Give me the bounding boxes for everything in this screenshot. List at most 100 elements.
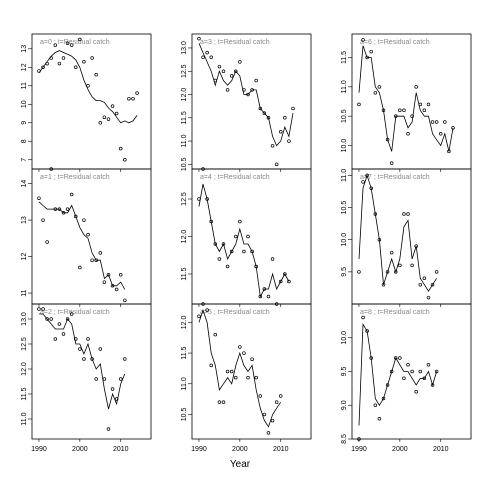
y-tick-label: 12.5 — [181, 64, 188, 78]
panel-title: a=8 ; t=Residual catch — [360, 309, 430, 316]
y-tick-label: 10.5 — [341, 201, 348, 215]
data-point — [102, 115, 107, 119]
data-point — [197, 314, 201, 319]
y-tick-label: 11.5 — [181, 111, 188, 124]
data-point — [398, 108, 402, 113]
y-tick-label: 11.5 — [181, 267, 188, 280]
y-tick-label: 10 — [21, 100, 28, 108]
data-point — [258, 294, 263, 299]
data-point — [82, 218, 86, 222]
data-point — [262, 412, 267, 417]
data-point — [365, 329, 369, 333]
data-point — [61, 211, 66, 215]
data-point — [246, 375, 250, 380]
data-point — [229, 369, 234, 374]
data-point — [266, 116, 271, 120]
data-point — [37, 307, 41, 311]
y-tick-label: 11.0 — [21, 412, 28, 425]
data-point — [278, 279, 283, 284]
data-point — [78, 37, 82, 42]
data-point — [410, 114, 414, 118]
y-tick-label: 12 — [21, 253, 28, 261]
panel-7: a=2 ; t=Residual catch 11.0 11.5 12.0 12.5 13… — [21, 303, 152, 453]
data-point — [209, 363, 213, 368]
data-point — [98, 347, 103, 351]
panel-frame — [351, 303, 472, 440]
data-point — [94, 377, 98, 381]
data-point — [385, 383, 390, 387]
data-point — [127, 96, 131, 101]
data-point — [402, 108, 406, 113]
fit-line — [198, 43, 294, 147]
data-point — [377, 417, 382, 421]
data-point — [438, 132, 443, 136]
data-point — [41, 307, 45, 311]
data-point — [61, 332, 66, 336]
data-point — [242, 88, 246, 92]
data-point — [434, 270, 439, 274]
data-point — [90, 56, 94, 60]
y-tick-label: 9.5 — [341, 267, 348, 277]
y-tick-label: 13.0 — [21, 312, 28, 326]
data-point — [57, 322, 62, 326]
data-point — [49, 167, 53, 171]
y-tick-label: 11.0 — [181, 134, 188, 147]
fit-line — [198, 183, 290, 298]
data-point — [53, 207, 58, 211]
data-point — [250, 249, 254, 254]
data-point — [106, 117, 111, 121]
data-point — [385, 137, 390, 142]
y-tick-label: 13.0 — [181, 41, 188, 55]
data-point — [49, 56, 53, 60]
data-point — [394, 270, 398, 274]
data-point — [274, 162, 279, 167]
data-point — [402, 212, 406, 216]
data-point — [406, 363, 410, 367]
y-tick-label: 9 — [21, 121, 28, 125]
data-point — [430, 383, 435, 387]
y-tick-label: 12.5 — [21, 337, 28, 351]
data-point — [98, 121, 103, 125]
data-point — [123, 158, 127, 162]
data-point — [410, 263, 414, 268]
data-point — [131, 96, 135, 101]
x-tick-label: 1990 — [191, 446, 207, 453]
data-point — [217, 64, 222, 69]
panel-frame — [31, 303, 152, 440]
data-point — [118, 146, 123, 151]
y-tick-label: 11 — [21, 289, 28, 296]
x-tick-label: 2000 — [392, 446, 408, 453]
data-point — [78, 347, 82, 351]
data-point — [361, 315, 365, 320]
y-tick-label: 12 — [21, 63, 28, 71]
data-point — [69, 43, 74, 47]
y-tick-label: 11.0 — [341, 80, 348, 93]
data-point — [254, 78, 258, 83]
data-point — [234, 375, 238, 380]
data-point — [434, 369, 439, 374]
y-tick-label: 12.0 — [181, 315, 188, 329]
y-tick-label: 10.5 — [341, 109, 348, 123]
data-point — [447, 149, 451, 154]
y-tick-label: 12.0 — [21, 362, 28, 376]
data-point — [65, 207, 70, 211]
data-point — [410, 369, 414, 374]
data-point — [287, 279, 291, 284]
data-point — [238, 345, 242, 349]
x-tick-label: 2010 — [113, 446, 129, 453]
panel-frame — [31, 33, 152, 170]
data-point — [287, 139, 291, 143]
panel-frame — [191, 168, 312, 305]
data-point — [381, 108, 386, 113]
data-point — [434, 120, 439, 124]
panel-frame — [31, 168, 152, 305]
data-point — [381, 282, 386, 287]
data-point — [369, 356, 373, 360]
fit-line — [358, 45, 454, 152]
data-point — [246, 92, 250, 97]
data-point — [406, 212, 410, 216]
data-point — [201, 167, 205, 171]
fit-line — [38, 50, 138, 124]
x-tick-label: 1990 — [31, 446, 47, 453]
